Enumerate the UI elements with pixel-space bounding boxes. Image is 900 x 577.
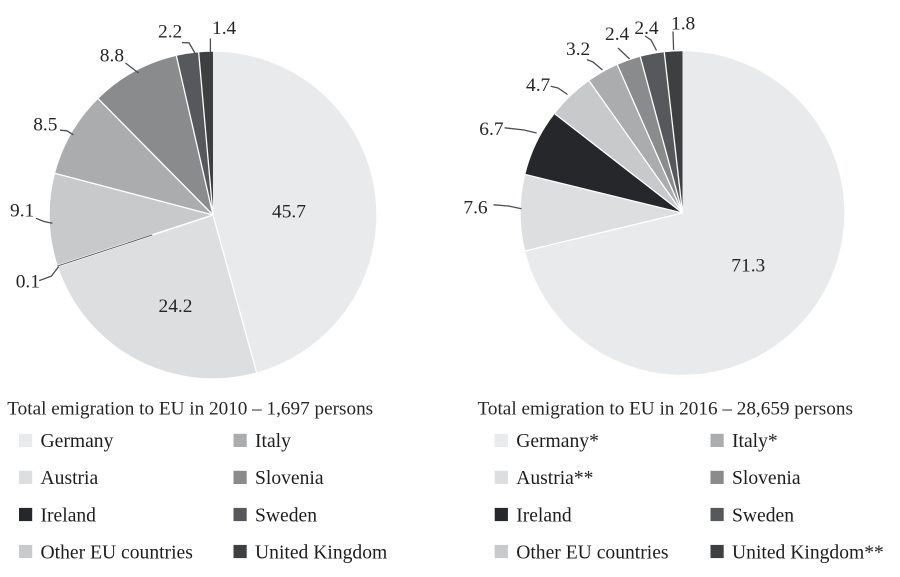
svg-text:Italy*: Italy* — [732, 431, 778, 452]
svg-text:Austria: Austria — [41, 468, 99, 489]
svg-text:Ireland: Ireland — [41, 505, 97, 526]
svg-text:United Kingdom**: United Kingdom** — [732, 542, 884, 563]
svg-text:Sweden: Sweden — [732, 505, 794, 526]
svg-text:2.2: 2.2 — [158, 22, 182, 43]
svg-text:Slovenia: Slovenia — [732, 468, 801, 489]
svg-text:71.3: 71.3 — [731, 256, 765, 277]
svg-text:Total emigration to EU in 2016: Total emigration to EU in 2016 – 28,659 … — [478, 399, 853, 420]
svg-text:0.1: 0.1 — [16, 272, 40, 293]
svg-text:8.8: 8.8 — [100, 46, 124, 67]
svg-text:United Kingdom: United Kingdom — [255, 542, 387, 563]
svg-text:8.5: 8.5 — [33, 115, 57, 136]
svg-text:Germany: Germany — [41, 431, 114, 452]
svg-text:2.4: 2.4 — [634, 18, 659, 39]
svg-text:Other EU countries: Other EU countries — [516, 542, 668, 563]
svg-text:Slovenia: Slovenia — [255, 468, 324, 489]
svg-text:6.7: 6.7 — [479, 119, 504, 140]
svg-text:9.1: 9.1 — [10, 201, 34, 222]
svg-text:1.8: 1.8 — [671, 14, 695, 35]
svg-text:Italy: Italy — [255, 431, 291, 452]
svg-text:Austria**: Austria** — [516, 468, 593, 489]
svg-text:45.7: 45.7 — [272, 202, 306, 223]
svg-text:Sweden: Sweden — [255, 505, 317, 526]
svg-text:Germany*: Germany* — [516, 431, 599, 452]
svg-text:2.4: 2.4 — [605, 24, 630, 45]
svg-text:1.4: 1.4 — [212, 18, 237, 39]
svg-text:3.2: 3.2 — [566, 39, 590, 60]
svg-text:Ireland: Ireland — [516, 505, 572, 526]
svg-text:7.6: 7.6 — [463, 197, 488, 218]
svg-text:Other EU countries: Other EU countries — [41, 542, 193, 563]
svg-text:Total emigration to EU in 2010: Total emigration to EU in 2010 – 1,697 p… — [7, 399, 373, 420]
svg-text:24.2: 24.2 — [159, 296, 193, 317]
svg-text:4.7: 4.7 — [526, 75, 551, 96]
